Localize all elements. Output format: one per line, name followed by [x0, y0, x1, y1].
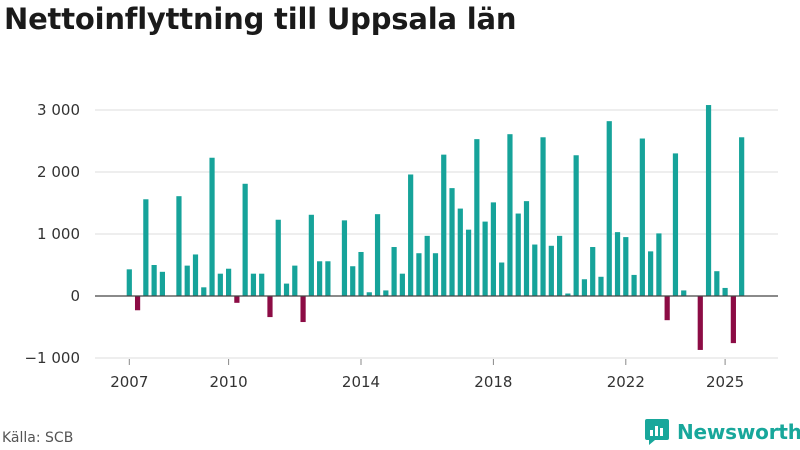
bar [590, 247, 596, 296]
bar [656, 233, 662, 296]
bar [681, 290, 687, 296]
bar [226, 268, 232, 296]
bar [722, 287, 728, 296]
bar [143, 199, 149, 296]
chart-title: Nettoinflyttning till Uppsala län [4, 2, 517, 36]
bar [391, 247, 397, 296]
bar [614, 232, 621, 296]
bar [705, 105, 712, 296]
bar [283, 283, 290, 296]
bar [457, 208, 463, 296]
bar [532, 244, 538, 296]
y-tick-label: 0 [70, 287, 80, 305]
bar [300, 296, 306, 323]
brand-logo[interactable]: Newsworthy [644, 418, 800, 446]
bar [325, 261, 331, 296]
bar [697, 296, 703, 350]
bar [358, 251, 364, 296]
bar [217, 273, 223, 296]
bar [374, 214, 381, 296]
bar [441, 154, 447, 296]
bars [126, 105, 745, 350]
brand-name: Newsworthy [677, 420, 800, 444]
bar [151, 265, 157, 296]
bar [159, 271, 165, 296]
y-tick-label: 2 000 [37, 163, 80, 181]
bar [176, 196, 182, 296]
bar [639, 138, 645, 296]
bar [449, 188, 455, 296]
bar [399, 273, 405, 296]
bar [292, 265, 298, 296]
bar [565, 293, 571, 296]
bar [267, 296, 273, 318]
bar [739, 137, 745, 296]
bar [482, 221, 488, 296]
x-tick-label: 2010 [210, 373, 248, 391]
bar [201, 287, 207, 296]
bar [317, 261, 323, 296]
bar [672, 153, 679, 296]
bar [275, 219, 281, 296]
bar [209, 157, 215, 296]
y-tick-label: −1 000 [24, 349, 80, 367]
bar [606, 121, 612, 296]
bar [499, 262, 505, 296]
bar [598, 276, 604, 296]
bar [664, 296, 670, 321]
bar [507, 134, 513, 296]
y-tick-label: 1 000 [37, 225, 80, 243]
y-axis-labels: −1 000 0 1 000 2 000 3 000 [24, 101, 80, 367]
bar [350, 266, 356, 296]
bar [557, 235, 563, 296]
y-tick-label: 3 000 [37, 101, 80, 119]
bar [432, 253, 439, 296]
x-axis: 2007 2010 2014 2018 2022 2025 [110, 359, 744, 391]
bar [548, 245, 554, 296]
bar [465, 229, 472, 296]
bar [126, 269, 132, 296]
x-tick-label: 2014 [342, 373, 380, 391]
x-tick-label: 2025 [706, 373, 744, 391]
bar [573, 155, 579, 296]
bar [623, 237, 629, 296]
bar [192, 254, 199, 296]
x-tick-label: 2007 [110, 373, 148, 391]
bar [259, 273, 265, 296]
bar [250, 273, 257, 296]
bar [184, 265, 190, 296]
bar [408, 174, 414, 296]
bar [366, 292, 372, 296]
bar [540, 137, 546, 296]
bar [242, 183, 248, 296]
bar [134, 296, 141, 311]
bar [474, 139, 480, 296]
bar [416, 253, 422, 296]
bar [383, 290, 389, 296]
bar [631, 274, 637, 296]
bar [714, 271, 720, 296]
x-tick-label: 2022 [607, 373, 645, 391]
x-tick-label: 2018 [474, 373, 512, 391]
bar [308, 214, 314, 296]
bar [424, 235, 430, 296]
gridlines [95, 109, 778, 359]
bar [648, 251, 654, 296]
newsworthy-logo-icon [645, 419, 669, 445]
bar [341, 220, 348, 296]
bar [490, 202, 496, 296]
source-note: Källa: SCB [2, 430, 74, 446]
bar [581, 279, 588, 296]
bar [523, 201, 530, 296]
bar [730, 296, 736, 344]
bar [234, 296, 240, 303]
bar [515, 213, 521, 296]
